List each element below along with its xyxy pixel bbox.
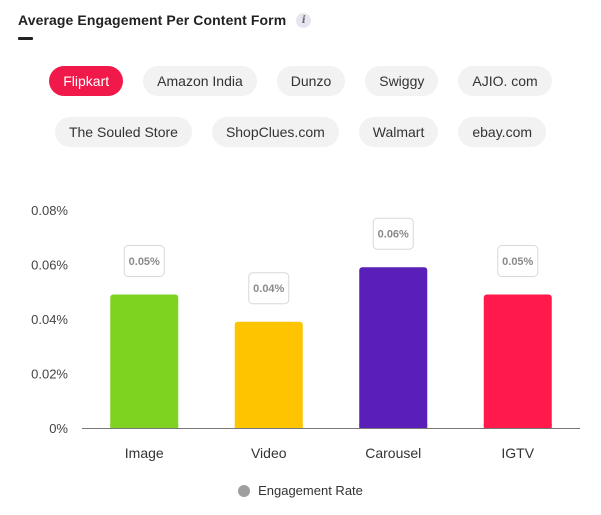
bar-chart: 0% 0.02% 0.04% 0.06% 0.08% 0.05% Image 0.04% Vid… (31, 203, 580, 461)
platform-chip-amazon-india[interactable]: Amazon India (143, 66, 257, 96)
bar-base-carousel (359, 424, 428, 428)
platform-chip-walmart[interactable]: Walmart (358, 117, 439, 147)
platform-chip-shopclues-com[interactable]: ShopClues.com (211, 117, 339, 147)
platform-chips-row-1: Flipkart Amazon India Dunzo Swiggy AJIO. com (0, 66, 601, 96)
bar-video (234, 321, 303, 428)
data-label-box (372, 217, 414, 250)
x-tick-label: Video (251, 445, 287, 461)
data-label: 0.05% (129, 256, 160, 268)
y-tick-label: 0.02% (31, 367, 68, 382)
bar-carousel (359, 267, 428, 428)
data-label: 0.04% (253, 283, 284, 295)
chart-header: Average Engagement Per Content Form i (18, 12, 312, 28)
data-label: 0.05% (502, 256, 533, 268)
data-label-box (248, 272, 290, 305)
bar-base-igtv (483, 424, 552, 428)
platform-chip-flipkart[interactable]: Flipkart (49, 66, 124, 96)
platform-chip-ajio-com[interactable]: AJIO. com (458, 66, 552, 96)
bar-base-video (234, 424, 303, 428)
bar-igtv (483, 294, 552, 428)
y-tick-label: 0% (49, 421, 68, 436)
x-tick-label: Carousel (365, 445, 421, 461)
platform-chip-dunzo[interactable]: Dunzo (276, 66, 346, 96)
bar-base-image (110, 424, 179, 428)
data-label: 0.06% (378, 229, 409, 241)
data-label-box (497, 244, 539, 277)
chart-title: Average Engagement Per Content Form (18, 12, 287, 28)
legend-marker (238, 484, 251, 497)
y-tick-label: 0.08% (31, 203, 68, 218)
x-tick-label: IGTV (501, 445, 534, 461)
platform-chip-swiggy[interactable]: Swiggy (365, 66, 439, 96)
platform-chip-the-souled-store[interactable]: The Souled Store (54, 117, 192, 147)
chart-legend[interactable]: Engagement Rate (0, 483, 601, 498)
title-underline (18, 37, 33, 40)
info-icon[interactable]: i (296, 12, 312, 28)
legend-label: Engagement Rate (258, 483, 363, 498)
data-label-box (123, 244, 165, 277)
x-tick-label: Image (125, 445, 164, 461)
platform-chips-row-2: The Souled Store ShopClues.com Walmart ebay… (0, 117, 601, 147)
y-tick-label: 0.04% (31, 312, 68, 327)
y-tick-label: 0.06% (31, 258, 68, 273)
bar-image (110, 294, 179, 428)
platform-chip-ebay-com[interactable]: ebay.com (458, 117, 547, 147)
